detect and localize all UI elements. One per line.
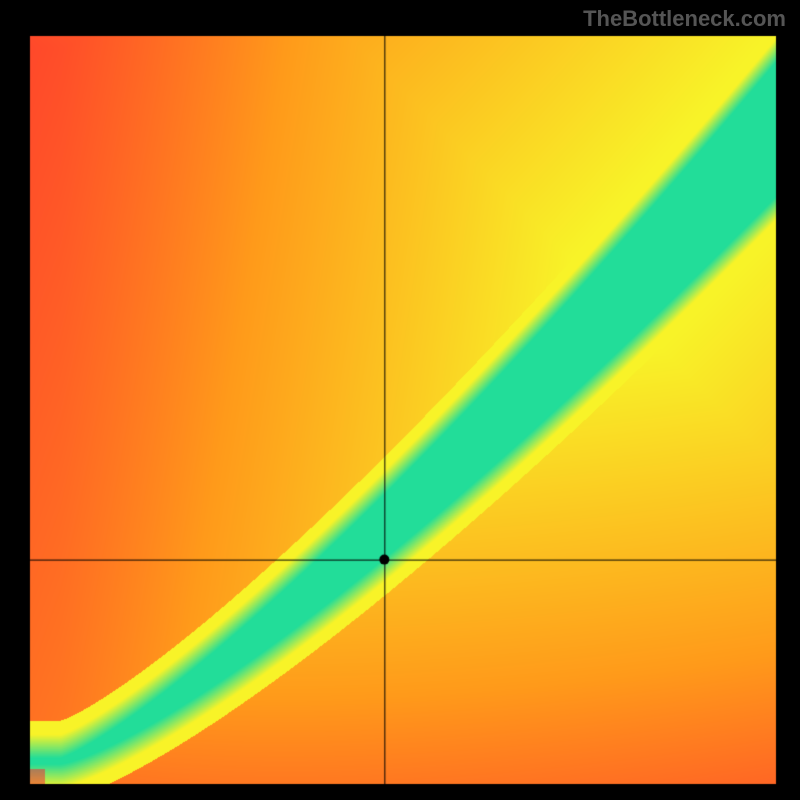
- watermark-text: TheBottleneck.com: [583, 6, 786, 32]
- heatmap-canvas: [0, 0, 800, 800]
- chart-container: TheBottleneck.com: [0, 0, 800, 800]
